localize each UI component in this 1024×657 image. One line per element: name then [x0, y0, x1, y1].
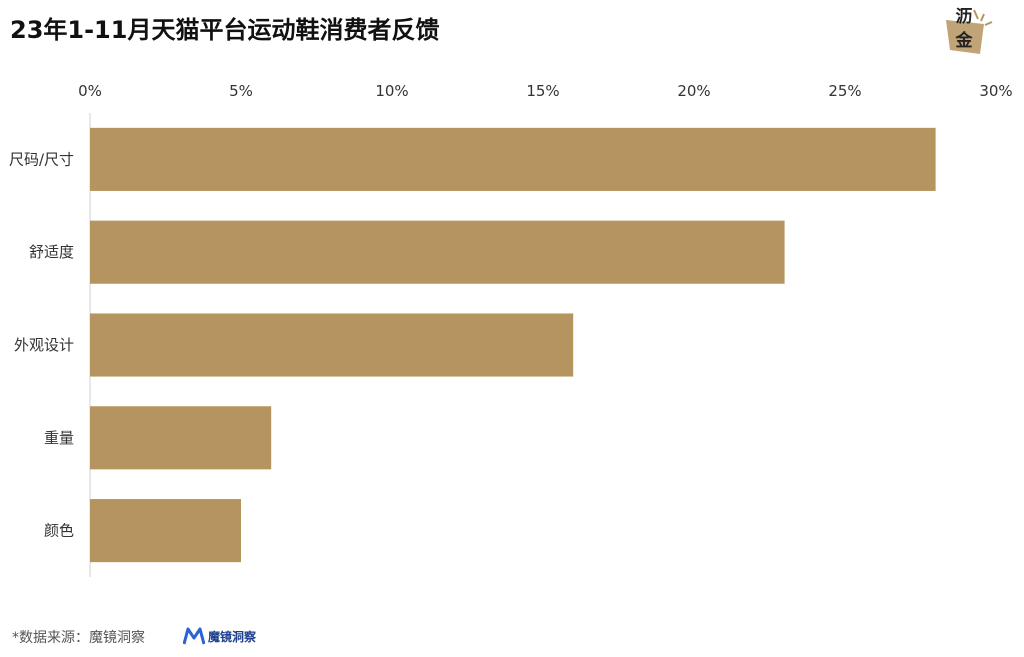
category-label: 尺码/尺寸: [9, 150, 74, 168]
bar: [90, 127, 936, 191]
data-source-note: *数据来源：魔镜洞察: [12, 630, 145, 646]
bar: [90, 313, 574, 377]
footer-brand: 魔镜洞察: [183, 624, 256, 648]
x-tick-label: 5%: [229, 82, 253, 100]
x-tick-label: 25%: [828, 82, 861, 100]
bar: [90, 406, 272, 470]
chart-title: 23年1-11月天猫平台运动鞋消费者反馈: [10, 16, 440, 44]
category-label: 重量: [44, 429, 74, 447]
logo-char-1: 沥: [955, 7, 973, 27]
x-tick-label: 10%: [375, 82, 408, 100]
brand-logo: 沥 金: [940, 6, 998, 56]
category-label: 颜色: [44, 522, 74, 540]
x-tick-label: 20%: [677, 82, 710, 100]
x-tick-label: 30%: [979, 82, 1012, 100]
category-label: 外观设计: [14, 336, 74, 354]
category-label: 舒适度: [29, 243, 74, 261]
mojing-m-icon: [183, 627, 205, 645]
footer-brand-text: 魔镜洞察: [208, 629, 257, 644]
logo-emblem-icon: [946, 9, 993, 54]
x-tick-label: 15%: [526, 82, 559, 100]
bar: [90, 220, 785, 284]
bar: [90, 499, 241, 563]
x-tick-label: 0%: [78, 82, 102, 100]
logo-char-2: 金: [955, 31, 973, 51]
